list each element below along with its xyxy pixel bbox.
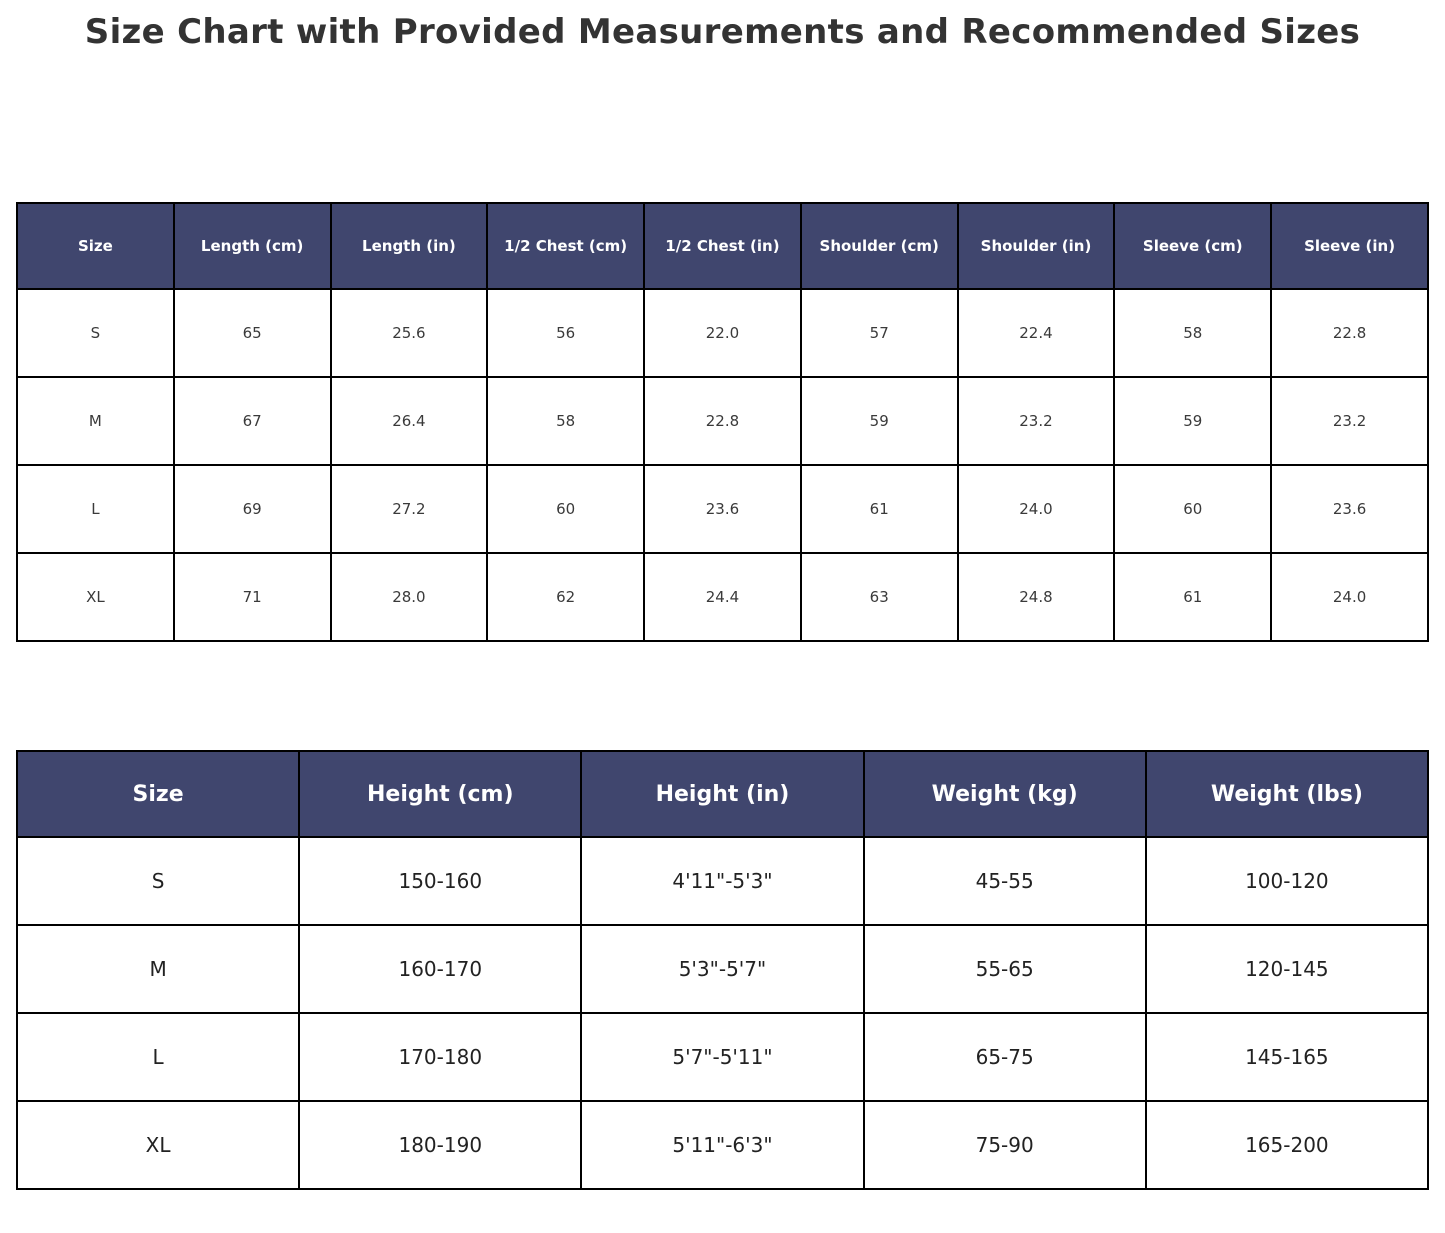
value-cell: 63 [799, 552, 959, 642]
table-body: S 150-160 4'11"-5'3" 45-55 100-120 M 160-170 5'… [15, 836, 1430, 1190]
value-cell: 56 [486, 288, 646, 378]
value-cell: 22.8 [643, 376, 802, 466]
value-cell: 27.2 [329, 464, 489, 554]
column-header: 1/2 Chest (cm) [486, 202, 646, 290]
column-header: Size [15, 750, 301, 838]
value-cell: 67 [172, 376, 332, 466]
value-cell: 22.0 [643, 288, 802, 378]
table-row: L 69 27.2 60 23.6 61 24.0 60 23.6 [16, 464, 1429, 554]
value-cell: 22.8 [1270, 288, 1429, 378]
value-cell: 60 [486, 464, 646, 554]
column-header: Sleeve (in) [1270, 202, 1429, 290]
value-cell: 26.4 [329, 376, 489, 466]
value-cell: 4'11"-5'3" [580, 836, 865, 926]
table-row: L 170-180 5'7"-5'11" 65-75 145-165 [15, 1012, 1430, 1102]
size-cell: M [16, 376, 175, 466]
value-cell: 120-145 [1144, 924, 1430, 1014]
recommended-sizes-table-container: Size Height (cm) Height (in) Weight (kg) Wei… [15, 750, 1430, 1190]
measurements-table-container: Size Length (cm) Length (in) 1/2 Chest (cm)… [16, 202, 1429, 642]
size-cell: S [15, 836, 301, 926]
value-cell: 28.0 [329, 552, 489, 642]
size-cell: M [15, 924, 301, 1014]
value-cell: 5'7"-5'11" [580, 1012, 865, 1102]
value-cell: 150-160 [298, 836, 583, 926]
measurements-table: Size Length (cm) Length (in) 1/2 Chest (cm)… [16, 202, 1429, 642]
column-header: Height (in) [580, 750, 865, 838]
recommended-sizes-table: Size Height (cm) Height (in) Weight (kg) Wei… [15, 750, 1430, 1190]
column-header: Shoulder (cm) [799, 202, 959, 290]
value-cell: 58 [486, 376, 646, 466]
value-cell: 23.6 [643, 464, 802, 554]
column-header: Sleeve (cm) [1113, 202, 1273, 290]
value-cell: 5'3"-5'7" [580, 924, 865, 1014]
table-header-row: Size Height (cm) Height (in) Weight (kg) Wei… [15, 750, 1430, 838]
value-cell: 160-170 [298, 924, 583, 1014]
value-cell: 61 [799, 464, 959, 554]
value-cell: 22.4 [956, 288, 1116, 378]
table-row: S 150-160 4'11"-5'3" 45-55 100-120 [15, 836, 1430, 926]
value-cell: 69 [172, 464, 332, 554]
value-cell: 100-120 [1144, 836, 1430, 926]
size-cell: XL [15, 1100, 301, 1190]
value-cell: 24.8 [956, 552, 1116, 642]
column-header: Length (in) [329, 202, 489, 290]
value-cell: 24.0 [956, 464, 1116, 554]
value-cell: 145-165 [1144, 1012, 1430, 1102]
size-cell: L [16, 464, 175, 554]
value-cell: 59 [1113, 376, 1273, 466]
column-header: Weight (lbs) [1144, 750, 1430, 838]
value-cell: 60 [1113, 464, 1273, 554]
table-row: M 160-170 5'3"-5'7" 55-65 120-145 [15, 924, 1430, 1014]
value-cell: 59 [799, 376, 959, 466]
value-cell: 45-55 [862, 836, 1147, 926]
header-row: Size Length (cm) Length (in) 1/2 Chest (cm)… [16, 202, 1429, 290]
value-cell: 170-180 [298, 1012, 583, 1102]
value-cell: 24.4 [643, 552, 802, 642]
table-header-row: Size Length (cm) Length (in) 1/2 Chest (cm)… [16, 202, 1429, 290]
column-header: Length (cm) [172, 202, 332, 290]
value-cell: 62 [486, 552, 646, 642]
value-cell: 24.0 [1270, 552, 1429, 642]
header-row: Size Height (cm) Height (in) Weight (kg) Wei… [15, 750, 1430, 838]
table-row: M 67 26.4 58 22.8 59 23.2 59 23.2 [16, 376, 1429, 466]
column-header: 1/2 Chest (in) [643, 202, 802, 290]
value-cell: 23.6 [1270, 464, 1429, 554]
size-cell: S [16, 288, 175, 378]
value-cell: 23.2 [1270, 376, 1429, 466]
column-header: Weight (kg) [862, 750, 1147, 838]
value-cell: 71 [172, 552, 332, 642]
column-header: Size [16, 202, 175, 290]
value-cell: 165-200 [1144, 1100, 1430, 1190]
value-cell: 57 [799, 288, 959, 378]
column-header: Shoulder (in) [956, 202, 1116, 290]
column-header: Height (cm) [298, 750, 583, 838]
size-cell: L [15, 1012, 301, 1102]
value-cell: 180-190 [298, 1100, 583, 1190]
table-row: XL 180-190 5'11"-6'3" 75-90 165-200 [15, 1100, 1430, 1190]
page-title: Size Chart with Provided Measurements an… [84, 12, 1361, 52]
value-cell: 5'11"-6'3" [580, 1100, 865, 1190]
value-cell: 75-90 [862, 1100, 1147, 1190]
value-cell: 65-75 [862, 1012, 1147, 1102]
value-cell: 65 [172, 288, 332, 378]
value-cell: 61 [1113, 552, 1273, 642]
table-row: XL 71 28.0 62 24.4 63 24.8 61 24.0 [16, 552, 1429, 642]
table-body: S 65 25.6 56 22.0 57 22.4 58 22.8 M 67 26.4 58 22.8 59… [16, 288, 1429, 642]
value-cell: 25.6 [329, 288, 489, 378]
value-cell: 23.2 [956, 376, 1116, 466]
size-cell: XL [16, 552, 175, 642]
value-cell: 55-65 [862, 924, 1147, 1014]
value-cell: 58 [1113, 288, 1273, 378]
table-row: S 65 25.6 56 22.0 57 22.4 58 22.8 [16, 288, 1429, 378]
